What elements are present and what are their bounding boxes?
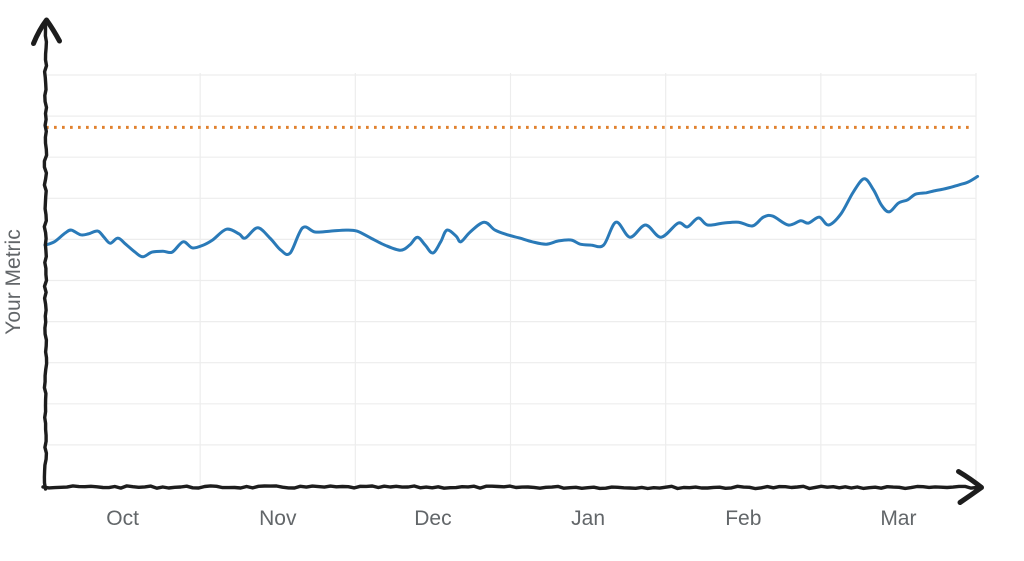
x-tick-label-dec: Dec bbox=[414, 507, 451, 530]
y-axis bbox=[42, 22, 49, 491]
axes bbox=[31, 17, 984, 505]
y-axis-label: Your Metric bbox=[2, 229, 25, 334]
x-tick-labels: Oct Nov Dec Jan Feb Mar bbox=[106, 507, 916, 530]
x-axis-arrow-icon bbox=[956, 469, 984, 505]
metric-line bbox=[43, 174, 980, 259]
gridlines bbox=[46, 73, 977, 486]
x-tick-label-jan: Jan bbox=[571, 507, 605, 530]
x-tick-label-mar: Mar bbox=[880, 507, 916, 530]
y-axis-arrow-icon bbox=[31, 17, 62, 46]
x-tick-label-nov: Nov bbox=[259, 507, 297, 530]
x-axis bbox=[41, 484, 979, 491]
x-tick-label-oct: Oct bbox=[106, 507, 139, 530]
x-tick-label-feb: Feb bbox=[725, 507, 761, 530]
